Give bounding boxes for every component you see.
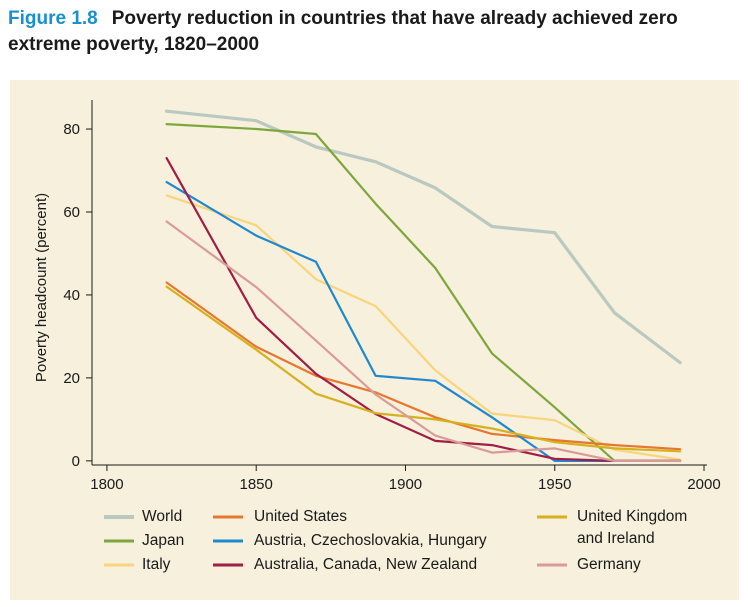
chart-panel: 0 20 40 60 80 1800 1850 1900 1950 2000 Poverty hea… — [10, 80, 739, 600]
figure-title-line-1: Figure 1.8 Poverty reduction in countries… — [8, 6, 738, 32]
y-tick-label-60: 60 — [63, 204, 80, 221]
legend-label-italy: Italy — [142, 556, 171, 573]
legend-label-japan: Japan — [142, 532, 184, 549]
legend-label-united-kingdom-and-ireland-line-2: and Ireland — [577, 530, 655, 547]
legend-label-germany: Germany — [577, 556, 641, 573]
series-line-germany — [165, 220, 682, 462]
series-line-world — [165, 109, 682, 365]
legend-label-united-kingdom-and-ireland: United Kingdom — [577, 508, 687, 525]
x-tick-label-1800: 1800 — [90, 476, 123, 493]
x-tick-label-2000: 2000 — [687, 476, 720, 493]
series-line-japan — [165, 122, 682, 462]
y-tick-label-20: 20 — [63, 370, 80, 387]
y-tick-label-40: 40 — [63, 287, 80, 304]
y-axis-title: Poverty headcount (percent) — [33, 193, 50, 382]
series-line-united-kingdom-and-ireland — [165, 285, 682, 453]
y-tick-label-80: 80 — [63, 121, 80, 138]
figure-label: Figure 1.8 — [8, 8, 98, 29]
legend-label-united-states: United States — [254, 508, 347, 525]
x-tick-label-1900: 1900 — [389, 476, 422, 493]
series-line-italy — [165, 194, 682, 461]
legend-label-australia-canada-new-zealand: Australia, Canada, New Zealand — [254, 556, 477, 573]
figure-title-block: Figure 1.8 Poverty reduction in countries… — [8, 6, 738, 58]
legend-label-world: World — [142, 508, 182, 525]
x-tick-label-1950: 1950 — [538, 476, 571, 493]
y-tick-label-0: 0 — [72, 453, 80, 470]
figure-title-text: Poverty reduction in countries that have… — [111, 8, 678, 29]
line-chart: 0 20 40 60 80 1800 1850 1900 1950 2000 Poverty hea… — [33, 100, 721, 573]
series-line-united-states — [165, 281, 682, 451]
figure-title-line-2: extreme poverty, 1820–2000 — [8, 34, 260, 55]
x-tick-label-1850: 1850 — [240, 476, 273, 493]
series-line-australia-canada-new-zealand — [165, 156, 682, 462]
legend-label-austria-czechoslovakia-hungary: Austria, Czechoslovakia, Hungary — [254, 532, 487, 549]
